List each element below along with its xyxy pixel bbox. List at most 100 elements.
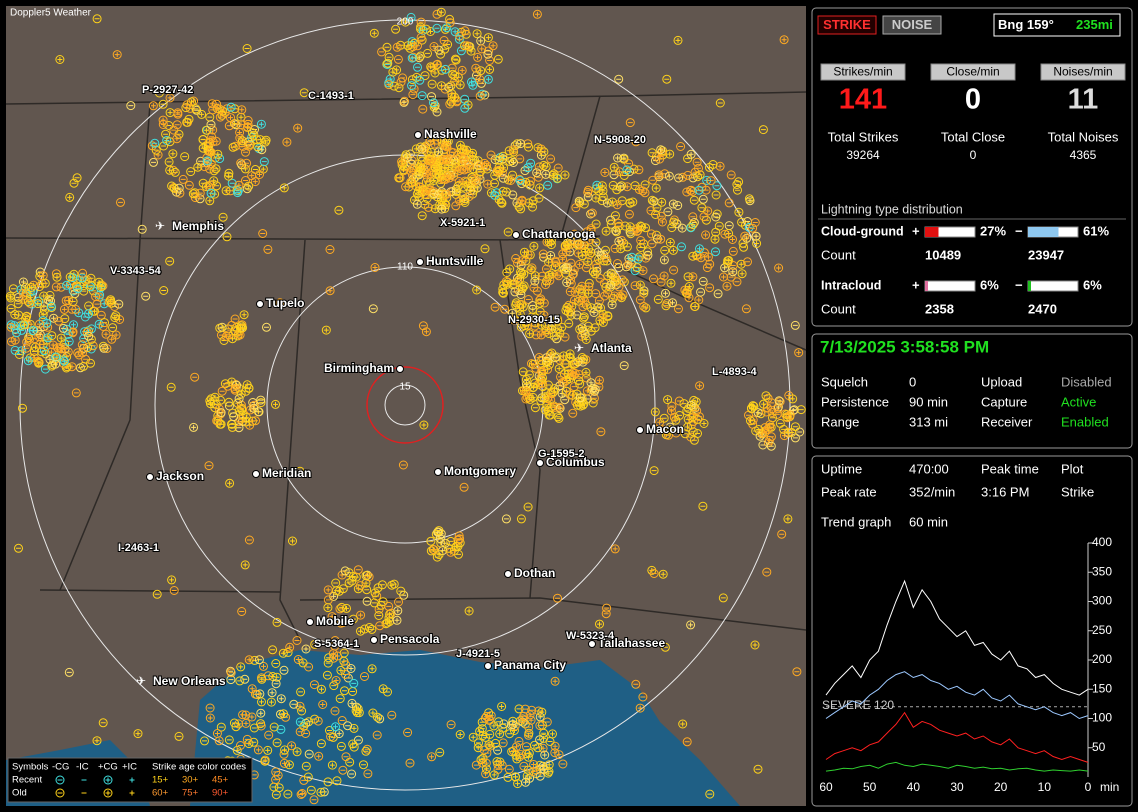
strike-symbol [504,764,514,774]
strike-symbol [9,321,19,331]
strike-symbol [483,33,493,43]
strike-symbol [651,183,661,193]
city-dot [484,662,492,670]
panel [811,7,1133,327]
y-tick-label: 50 [1092,740,1106,754]
sign: − [1015,277,1023,292]
strike-symbol [678,719,688,729]
strike-symbol [437,204,447,214]
strike-symbol [49,313,59,323]
noise-button[interactable] [882,15,942,35]
y-tick-label: 350 [1092,564,1112,578]
strike-symbol [741,304,751,314]
strike-symbol [638,266,648,276]
rate-button[interactable] [1040,63,1126,81]
strike-symbol [499,163,509,173]
strike-symbol [530,276,540,286]
strike-symbol [256,395,266,405]
strike-symbol [581,373,591,383]
strike-symbol [544,237,554,247]
strike-symbol [560,332,570,342]
strike-symbol [417,211,427,221]
strike-symbol [703,252,713,262]
strike-symbol [554,364,564,374]
strike-symbol [630,281,640,291]
strike-symbol [425,156,435,166]
gulf [190,650,740,806]
strike-symbol [459,154,469,164]
strike-symbol [460,198,470,207]
city-label: Nashville [424,127,477,141]
strike-symbol [256,708,266,718]
strike-symbol [454,531,464,541]
strike-symbol [165,256,175,266]
strike-symbol [646,206,656,216]
strike-symbol [208,105,218,115]
strike-symbol [244,383,254,393]
rate-button[interactable] [930,63,1016,81]
city-dot [306,618,314,626]
airport-icon: ✈ [136,674,146,688]
strike-symbol [615,291,625,301]
strike-symbol [728,261,738,270]
strike-symbol [693,429,703,438]
strike-symbol [640,188,650,198]
strike-symbol [323,658,333,668]
strike-symbol [583,185,593,195]
stat: Trend graph [821,514,891,529]
setting: Upload [981,374,1022,389]
strike-symbol [425,136,435,146]
strike-symbol [221,331,231,341]
strike-symbol [329,591,339,601]
strike-symbol [479,745,489,755]
stat: 352/min [909,484,955,499]
strike-symbol [338,765,348,775]
count-label: Count [821,247,856,262]
strike-symbol [666,425,676,435]
strike-symbol [743,257,753,267]
strike-symbol [589,308,599,317]
strike-symbol [204,182,214,191]
rate-value: 141 [839,84,887,116]
strike-symbol [648,175,658,185]
strike-symbol [408,90,418,100]
strike-symbol [52,272,62,282]
strike-symbol [455,31,465,41]
strike-symbol [78,348,88,358]
strike-symbol [68,297,78,306]
strike-symbol [649,274,659,284]
strike-symbol [524,142,534,152]
strike-symbol [373,712,383,722]
strike-symbol [407,53,417,63]
strike-symbol [216,722,226,732]
strike-symbol [553,163,563,173]
strike-symbol [78,268,88,278]
strike-symbol [91,292,101,302]
strike-symbol [500,304,510,314]
strike-symbol [657,217,667,227]
strike-symbol [133,729,143,739]
strike-symbol [744,410,754,420]
strike-symbol [459,182,469,192]
x-tick-label: 20 [994,780,1008,794]
strike-symbol [658,569,668,579]
strike-symbol [643,250,653,260]
strike-symbol [14,543,24,553]
strike-symbol [557,322,567,332]
strike-symbol [634,252,644,262]
strike-symbol [110,313,120,323]
city-dot [434,468,442,476]
strike-symbol [535,721,545,731]
strike-button[interactable] [817,15,877,35]
strike-symbol [69,178,79,188]
strike-symbol [495,729,505,739]
strike-symbol [520,247,530,257]
border [279,239,306,641]
strike-symbol [485,64,495,74]
rate-button[interactable] [820,63,906,81]
strike-symbol [530,321,540,331]
strike-button-label: STRIKE [823,17,871,32]
strike-symbol [261,135,271,145]
strike-symbol [518,302,528,312]
strike-symbol [384,52,394,62]
